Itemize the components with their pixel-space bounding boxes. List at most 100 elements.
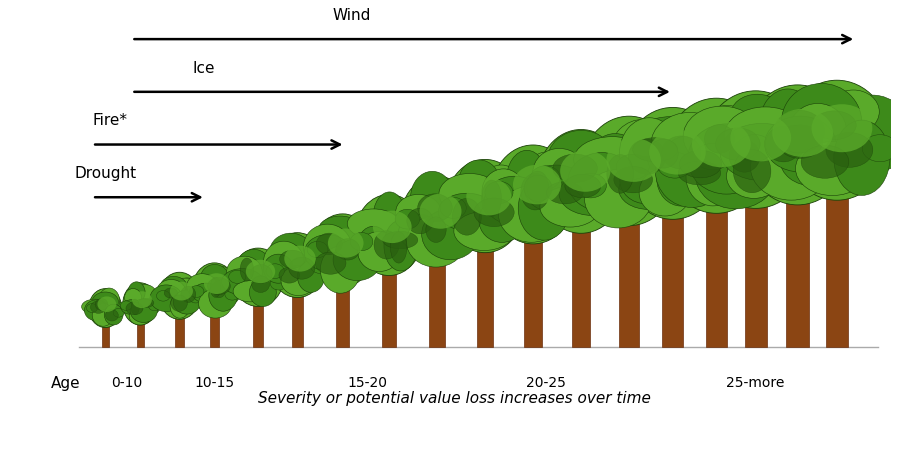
Ellipse shape	[159, 272, 200, 319]
FancyBboxPatch shape	[292, 294, 303, 347]
Ellipse shape	[138, 298, 154, 308]
Ellipse shape	[559, 172, 627, 215]
Ellipse shape	[619, 118, 680, 188]
Text: 15-20: 15-20	[347, 376, 387, 390]
FancyBboxPatch shape	[382, 268, 396, 347]
Ellipse shape	[716, 128, 760, 160]
Ellipse shape	[279, 267, 300, 283]
Ellipse shape	[782, 103, 858, 177]
Ellipse shape	[157, 290, 170, 301]
Ellipse shape	[695, 144, 731, 170]
Ellipse shape	[686, 148, 740, 206]
Ellipse shape	[171, 295, 187, 311]
FancyBboxPatch shape	[706, 198, 727, 347]
Ellipse shape	[531, 166, 560, 189]
Ellipse shape	[772, 109, 833, 157]
Ellipse shape	[778, 125, 823, 158]
Ellipse shape	[104, 300, 123, 316]
Ellipse shape	[391, 232, 407, 263]
Ellipse shape	[264, 254, 293, 283]
Ellipse shape	[130, 308, 151, 325]
Ellipse shape	[86, 304, 97, 312]
Ellipse shape	[121, 301, 132, 310]
Ellipse shape	[705, 124, 734, 153]
Ellipse shape	[439, 173, 500, 214]
Text: 10-15: 10-15	[194, 376, 235, 390]
Ellipse shape	[680, 151, 722, 178]
Text: Age: Age	[51, 376, 81, 391]
FancyBboxPatch shape	[137, 322, 144, 347]
Ellipse shape	[454, 212, 514, 251]
Ellipse shape	[776, 126, 812, 153]
Ellipse shape	[160, 276, 187, 296]
Ellipse shape	[607, 138, 661, 182]
Ellipse shape	[688, 124, 766, 194]
Ellipse shape	[121, 300, 143, 315]
Ellipse shape	[568, 153, 636, 211]
Ellipse shape	[284, 239, 328, 274]
FancyBboxPatch shape	[210, 313, 219, 347]
Ellipse shape	[491, 145, 575, 244]
Ellipse shape	[213, 286, 225, 298]
Ellipse shape	[319, 216, 362, 244]
Ellipse shape	[266, 264, 284, 278]
Ellipse shape	[170, 294, 190, 318]
Ellipse shape	[438, 193, 496, 231]
Ellipse shape	[670, 135, 732, 194]
Ellipse shape	[724, 107, 806, 165]
Ellipse shape	[812, 104, 872, 152]
Ellipse shape	[526, 171, 549, 203]
Ellipse shape	[554, 193, 581, 216]
FancyBboxPatch shape	[744, 192, 767, 347]
Ellipse shape	[122, 283, 158, 325]
Ellipse shape	[662, 136, 701, 169]
Ellipse shape	[584, 170, 652, 228]
Ellipse shape	[128, 282, 145, 303]
Ellipse shape	[189, 292, 202, 303]
Ellipse shape	[655, 135, 728, 207]
Ellipse shape	[419, 194, 462, 229]
Ellipse shape	[513, 165, 562, 204]
Ellipse shape	[249, 278, 276, 307]
Ellipse shape	[701, 125, 782, 178]
Ellipse shape	[657, 151, 706, 206]
Ellipse shape	[105, 309, 118, 321]
Ellipse shape	[422, 209, 479, 260]
Ellipse shape	[521, 173, 550, 210]
Ellipse shape	[227, 256, 262, 288]
Ellipse shape	[683, 106, 760, 167]
Ellipse shape	[823, 137, 859, 164]
Ellipse shape	[679, 161, 721, 185]
Ellipse shape	[218, 274, 241, 305]
Ellipse shape	[780, 92, 865, 162]
Ellipse shape	[741, 145, 775, 171]
Ellipse shape	[256, 255, 291, 288]
Ellipse shape	[299, 250, 331, 276]
Ellipse shape	[750, 103, 801, 158]
Ellipse shape	[658, 152, 692, 178]
Ellipse shape	[784, 80, 890, 200]
Ellipse shape	[132, 291, 152, 308]
Ellipse shape	[405, 234, 428, 252]
Ellipse shape	[628, 139, 666, 174]
Ellipse shape	[466, 178, 511, 215]
Ellipse shape	[781, 83, 861, 160]
Ellipse shape	[208, 278, 230, 295]
Ellipse shape	[89, 288, 122, 328]
Ellipse shape	[270, 233, 325, 298]
Ellipse shape	[774, 110, 824, 153]
Ellipse shape	[95, 299, 108, 310]
Ellipse shape	[316, 233, 342, 254]
Ellipse shape	[346, 230, 377, 278]
Ellipse shape	[485, 181, 513, 204]
Ellipse shape	[801, 145, 849, 178]
Ellipse shape	[229, 270, 246, 283]
Ellipse shape	[765, 116, 836, 172]
Ellipse shape	[199, 289, 232, 318]
Ellipse shape	[565, 174, 600, 198]
Ellipse shape	[796, 142, 869, 196]
Ellipse shape	[373, 192, 406, 242]
Ellipse shape	[482, 169, 525, 214]
Ellipse shape	[639, 168, 691, 216]
FancyBboxPatch shape	[337, 281, 349, 347]
